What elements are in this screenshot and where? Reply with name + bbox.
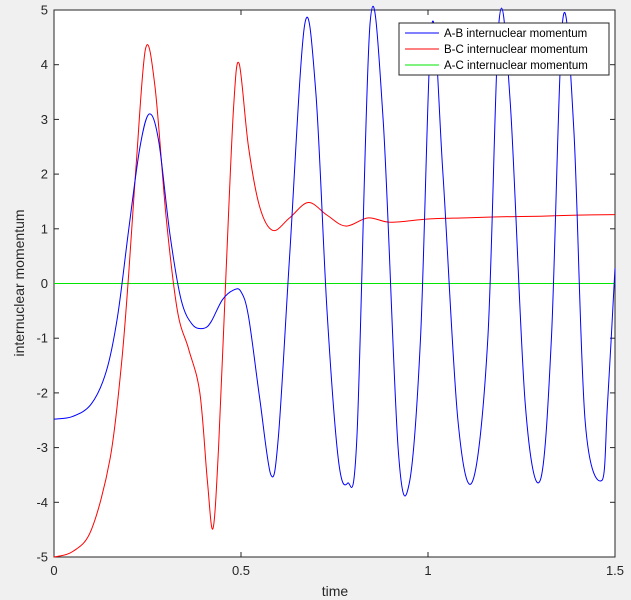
y-tick-label: 4 (41, 57, 48, 72)
y-tick-label: 2 (41, 167, 48, 182)
y-tick-label: -1 (36, 331, 48, 346)
legend: A-B internuclear momentum B-C internuclea… (398, 22, 610, 76)
y-tick-label: -4 (36, 495, 48, 510)
y-tick-label: -3 (36, 440, 48, 455)
y-tick-label: -5 (36, 550, 48, 565)
y-tick-label: -2 (36, 385, 48, 400)
y-axis-label: internuclear momentum (11, 209, 27, 356)
series-lines (53, 6, 616, 558)
series-line-a-b (53, 6, 616, 497)
series-line-b-c (53, 44, 616, 558)
y-tick-label: 0 (41, 276, 48, 291)
x-tick-label: 1 (424, 563, 431, 578)
legend-entry: A-B internuclear momentum (444, 28, 587, 40)
y-tick-label: 5 (41, 3, 48, 18)
axes: 0 0.5 1 1.5 -5 -4 -3 -2 -1 0 1 2 3 4 5 (36, 3, 624, 579)
x-tick-label: 0.5 (232, 563, 250, 578)
x-axis-label: time (322, 583, 349, 599)
legend-entry: A-C internuclear momentum (444, 60, 588, 72)
x-tick-label: 0 (50, 563, 57, 578)
y-tick-label: 3 (41, 112, 48, 127)
legend-entry: B-C internuclear momentum (444, 44, 588, 56)
y-tick-label: 1 (41, 221, 48, 236)
x-tick-label: 1.5 (606, 563, 624, 578)
